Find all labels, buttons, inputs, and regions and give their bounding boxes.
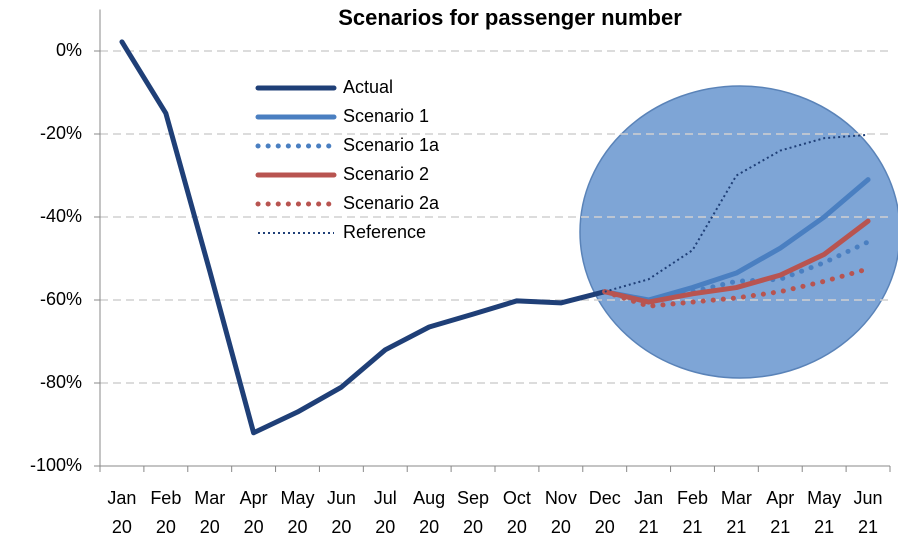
y-tick-label: -100% <box>30 455 82 475</box>
y-tick-label: -20% <box>40 123 82 143</box>
y-tick-label: -60% <box>40 289 82 309</box>
x-tick-label: Aug 20 <box>413 488 446 537</box>
x-tick-label: Feb 21 <box>676 488 709 537</box>
x-tick-label: Jan 21 <box>634 488 664 537</box>
legend-label: Scenario 1 <box>343 106 429 126</box>
y-tick-label: -80% <box>40 372 82 392</box>
x-tick-label: Mar 20 <box>194 488 226 537</box>
x-tick-label: Oct 20 <box>502 488 531 537</box>
highlight-ellipse <box>579 85 898 379</box>
x-tick-label: Mar 21 <box>720 488 752 537</box>
x-tick-label: Jan 20 <box>107 488 137 537</box>
x-tick-label: Feb 20 <box>150 488 182 537</box>
chart-title: Scenarios for passenger number <box>338 5 682 30</box>
legend-label: Scenario 1a <box>343 135 440 155</box>
legend-label: Reference <box>343 222 426 242</box>
x-tick-label: Nov 20 <box>544 488 577 537</box>
x-tick-label: Jun 21 <box>853 488 883 537</box>
series-line <box>602 218 871 305</box>
legend-label: Scenario 2 <box>343 164 429 184</box>
x-tick-label: Apr 20 <box>239 488 268 537</box>
x-tick-label: Dec 20 <box>588 488 621 537</box>
x-tick-label: May 20 <box>280 488 315 537</box>
y-tick-label: 0% <box>56 40 82 60</box>
series-line <box>602 266 871 309</box>
x-tick-label: Sep 20 <box>457 488 490 537</box>
x-tick-label: Jul 20 <box>373 488 397 537</box>
x-tick-label: May 21 <box>807 488 842 537</box>
legend-label: Scenario 2a <box>343 193 440 213</box>
legend-label: Actual <box>343 77 393 97</box>
series-line <box>119 39 608 436</box>
y-tick-label: -40% <box>40 206 82 226</box>
x-tick-label: Apr 21 <box>766 488 795 537</box>
series-line <box>604 133 869 293</box>
x-tick-label: Jun 20 <box>326 488 356 537</box>
